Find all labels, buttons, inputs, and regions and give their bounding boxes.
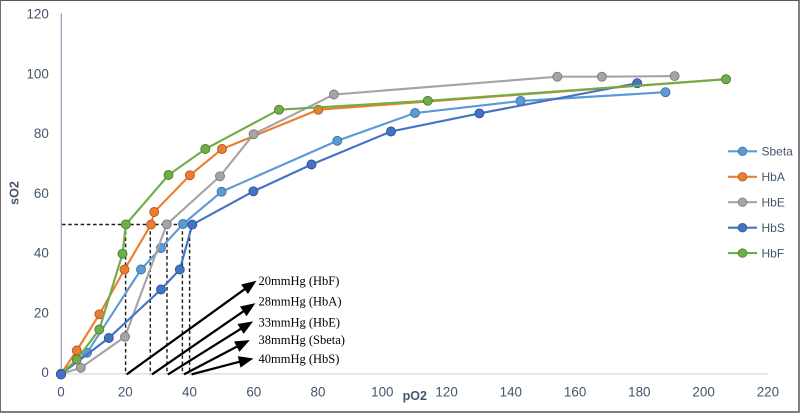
svg-text:120: 120	[435, 384, 457, 399]
svg-text:180: 180	[628, 384, 650, 399]
svg-text:140: 140	[500, 384, 522, 399]
svg-text:20mmHg (HbF): 20mmHg (HbF)	[259, 274, 340, 288]
svg-text:HbS: HbS	[762, 221, 785, 235]
svg-text:40: 40	[182, 384, 197, 399]
svg-text:160: 160	[564, 384, 586, 399]
svg-text:200: 200	[692, 384, 714, 399]
svg-text:60: 60	[246, 384, 261, 399]
svg-text:220: 220	[757, 384, 779, 399]
svg-text:80: 80	[311, 384, 326, 399]
svg-text:0: 0	[57, 384, 64, 399]
svg-text:HbA: HbA	[762, 170, 785, 184]
svg-text:80: 80	[34, 126, 49, 141]
svg-text:100: 100	[26, 66, 48, 81]
svg-text:sO2: sO2	[7, 181, 21, 205]
svg-text:100: 100	[371, 384, 393, 399]
svg-text:120: 120	[26, 7, 48, 22]
svg-text:HbF: HbF	[762, 247, 785, 261]
svg-text:pO2: pO2	[403, 389, 427, 403]
svg-text:Sbeta: Sbeta	[762, 145, 794, 159]
svg-text:33mmHg (HbE): 33mmHg (HbE)	[259, 315, 341, 329]
svg-text:20: 20	[34, 306, 49, 321]
svg-text:40mmHg (HbS): 40mmHg (HbS)	[259, 352, 340, 366]
svg-text:20: 20	[118, 384, 133, 399]
svg-text:HbE: HbE	[762, 196, 785, 210]
svg-text:38mmHg (Sbeta): 38mmHg (Sbeta)	[259, 333, 345, 347]
svg-text:60: 60	[34, 186, 49, 201]
svg-text:28mmHg (HbA): 28mmHg (HbA)	[259, 294, 342, 308]
svg-text:40: 40	[34, 246, 49, 261]
svg-text:0: 0	[41, 365, 48, 380]
